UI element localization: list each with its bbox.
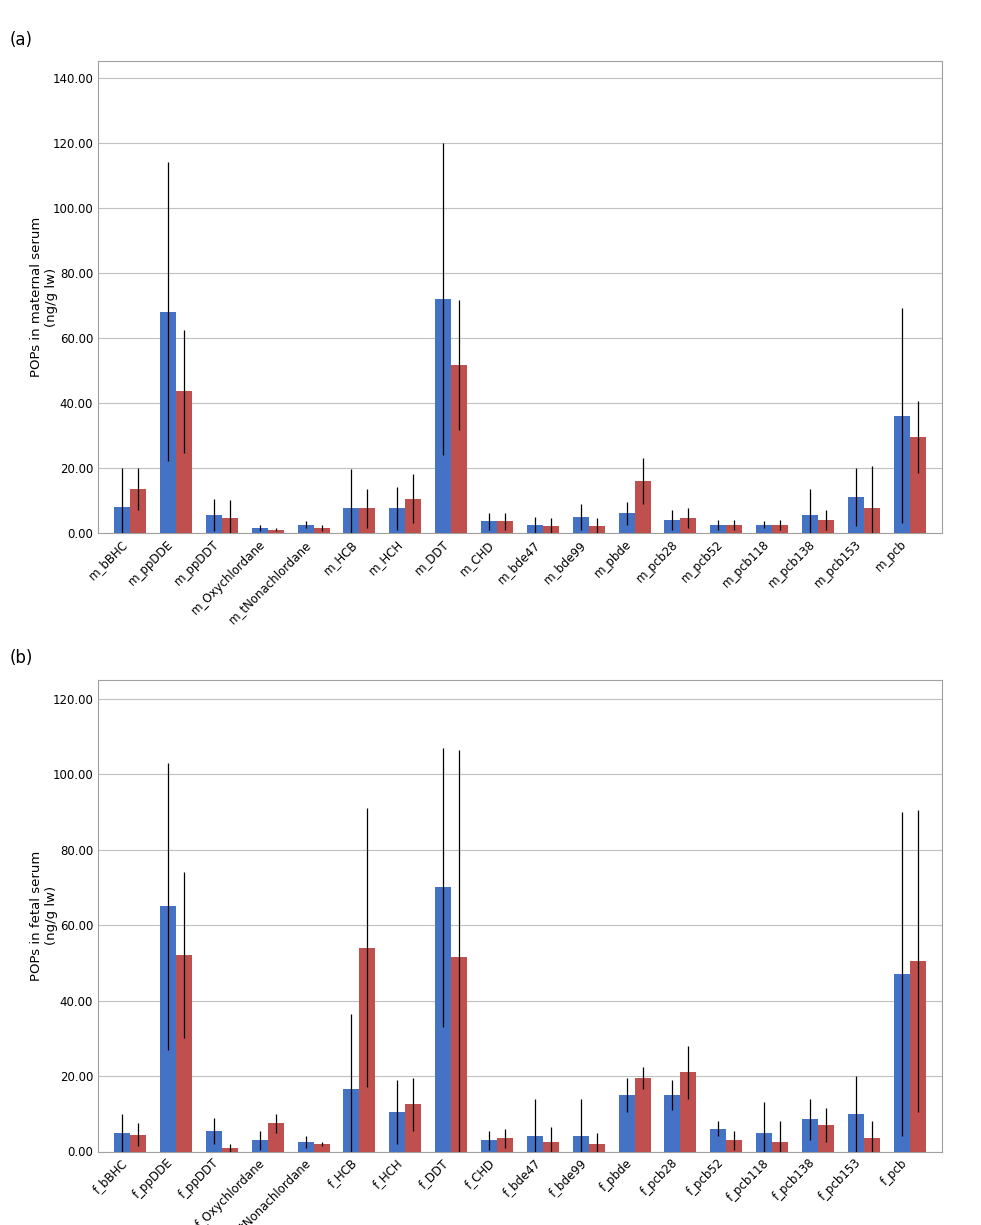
Bar [618,1095,635,1152]
Bar [481,522,497,533]
Bar [909,437,926,533]
Bar [359,948,376,1152]
Bar [252,1140,268,1152]
Bar [772,524,788,533]
Bar [635,481,650,533]
Bar [573,517,589,533]
Bar [527,524,542,533]
Bar [176,956,192,1152]
Bar [481,1140,497,1152]
Bar [772,1142,788,1152]
Bar [268,529,284,533]
Bar [130,1134,146,1152]
Bar [726,524,743,533]
Bar [635,1078,650,1152]
Bar [343,508,359,533]
Bar [268,1123,284,1152]
Bar [710,1129,726,1152]
Bar [222,1148,238,1152]
Bar [297,1142,314,1152]
Text: (b): (b) [10,649,33,668]
Bar [497,1138,513,1152]
Bar [818,1125,834,1151]
Bar [436,299,451,533]
Bar [497,522,513,533]
Text: (a): (a) [10,31,32,49]
Bar [756,524,772,533]
Bar [314,528,330,533]
Bar [848,1114,864,1152]
Bar [801,1120,818,1152]
Bar [589,1144,604,1152]
Bar [573,1137,589,1151]
Bar [114,1133,130,1151]
Bar [864,1138,880,1152]
Bar [359,508,376,533]
Bar [405,499,422,533]
Bar [389,508,405,533]
Bar [756,1133,772,1151]
Bar [894,974,909,1152]
Bar [818,519,834,533]
Bar [389,1112,405,1151]
Bar [542,527,559,533]
Bar [710,524,726,533]
Bar [801,514,818,533]
Bar [726,1140,743,1152]
Bar [436,887,451,1152]
Bar [114,507,130,533]
Bar [160,311,176,533]
Bar [894,415,909,533]
Bar [664,1095,681,1152]
Bar [527,1137,542,1151]
Bar [297,524,314,533]
Bar [343,1089,359,1152]
Bar [589,527,604,533]
Bar [405,1105,422,1152]
Legend: Normal, Delayed: Normal, Delayed [431,699,609,724]
Bar [130,489,146,533]
Bar [176,392,192,533]
Bar [252,528,268,533]
Bar [664,519,681,533]
Bar [451,957,467,1152]
Bar [848,497,864,533]
Bar [314,1144,330,1152]
Bar [681,518,697,533]
Bar [864,508,880,533]
Bar [909,960,926,1152]
Bar [681,1072,697,1152]
Bar [222,518,238,533]
Bar [160,906,176,1152]
Bar [451,365,467,533]
Bar [542,1142,559,1152]
Bar [618,513,635,533]
Bar [206,1131,222,1151]
Bar [206,514,222,533]
Y-axis label: POPs in fetal serum
(ng/g lw): POPs in fetal serum (ng/g lw) [30,850,58,981]
Y-axis label: POPs in maternal serum
(ng/g lw): POPs in maternal serum (ng/g lw) [30,217,58,377]
